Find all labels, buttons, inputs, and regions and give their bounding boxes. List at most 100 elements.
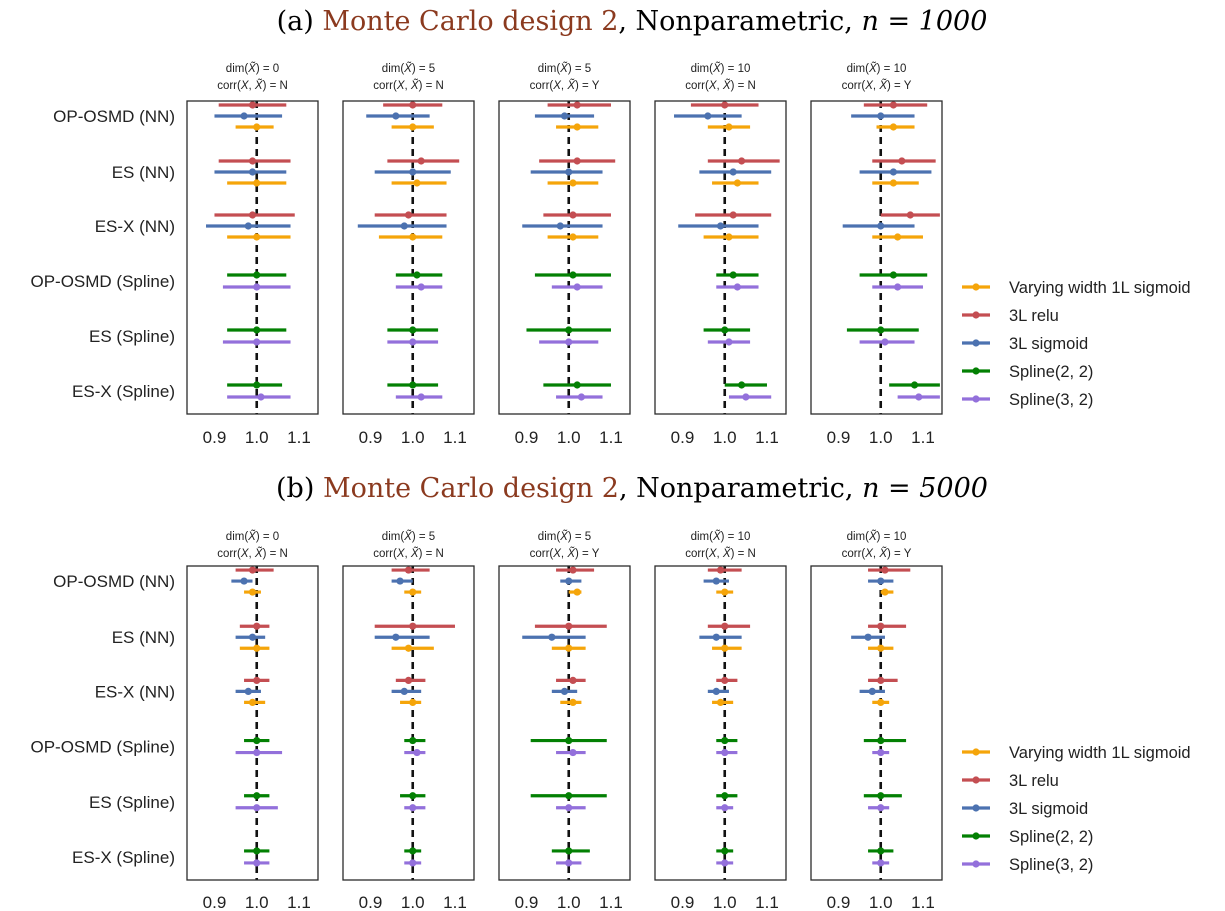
- legend-label: Varying width 1L sigmoid: [1009, 279, 1191, 297]
- point-estimate-spline_3_2: [569, 748, 577, 757]
- y-tick-label: ES-X (NN): [95, 682, 175, 701]
- panel-plot-area: [674, 101, 780, 414]
- panel-frame: [654, 565, 787, 881]
- point-estimate-3l_sigmoid: [877, 577, 885, 585]
- x-tick-label: 1.1: [287, 428, 311, 447]
- point-estimate-spline_3_2: [915, 393, 923, 401]
- x-tick-label: 1.0: [869, 893, 893, 911]
- point-estimate-spline_2_2: [721, 736, 729, 745]
- point-estimate-varying_width_1l_sigmoid: [725, 123, 733, 131]
- panel-plot-area: [522, 566, 607, 880]
- x-tick-label: 0.9: [671, 428, 695, 447]
- x-tick-label: 1.1: [911, 893, 935, 911]
- panel: dim(X̃) = 10 corr(X, X̃) = N 0.9 1.0 1.1: [654, 530, 787, 911]
- point-estimate-3l_sigmoid: [240, 577, 248, 585]
- point-estimate-spline_2_2: [253, 271, 261, 279]
- point-estimate-varying_width_1l_sigmoid: [248, 698, 257, 706]
- point-estimate-3l_relu: [569, 676, 577, 684]
- point-estimate-varying_width_1l_sigmoid: [253, 233, 261, 241]
- legend-label: Spline(2, 2): [1009, 363, 1093, 381]
- point-estimate-3l_sigmoid: [712, 577, 720, 585]
- panel-corr-label: corr(X, X̃) = N: [373, 79, 444, 92]
- point-estimate-spline_2_2: [877, 326, 885, 334]
- point-estimate-spline_3_2: [253, 804, 261, 812]
- point-estimate-3l_sigmoid: [244, 687, 252, 695]
- point-estimate-spline_3_2: [565, 859, 573, 867]
- point-estimate-3l_relu: [889, 101, 898, 109]
- point-estimate-spline_2_2: [565, 326, 573, 334]
- panel-corr-label: corr(X, X̃) = N: [373, 547, 444, 560]
- point-estimate-3l_relu: [721, 622, 729, 630]
- point-estimate-3l_relu: [417, 157, 425, 165]
- point-estimate-spline_3_2: [725, 338, 733, 346]
- point-estimate-spline_3_2: [253, 859, 261, 867]
- point-estimate-3l_relu: [248, 157, 257, 165]
- x-tick-label: 1.0: [401, 893, 425, 911]
- point-estimate-spline_2_2: [409, 326, 417, 334]
- point-estimate-spline_2_2: [253, 847, 261, 855]
- point-estimate-varying_width_1l_sigmoid: [409, 588, 417, 596]
- point-estimate-3l_relu: [721, 676, 729, 684]
- panel-corr-label: corr(X, X̃) = Y: [842, 547, 912, 560]
- point-estimate-varying_width_1l_sigmoid: [733, 179, 742, 187]
- y-tick-label: OP-OSMD (Spline): [30, 738, 175, 757]
- point-estimate-varying_width_1l_sigmoid: [721, 644, 729, 652]
- point-estimate-spline_2_2: [565, 847, 573, 855]
- y-tick-label: OP-OSMD (Spline): [30, 272, 175, 291]
- legend-label: Spline(3, 2): [1009, 391, 1093, 409]
- panel-plot-area: [851, 566, 911, 880]
- panel: dim(X̃) = 10 corr(X, X̃) = Y 0.9 1.0 1.1: [810, 530, 943, 911]
- x-tick-label: 1.0: [713, 893, 737, 911]
- y-tick-label: ES-X (Spline): [72, 382, 175, 401]
- point-estimate-spline_3_2: [742, 393, 750, 401]
- chart-title: (a) Monte Carlo design 2, Nonparametric,…: [277, 6, 988, 37]
- point-estimate-3l_relu: [409, 101, 417, 109]
- panel-dim-label: dim(X̃) = 10: [691, 530, 751, 543]
- point-estimate-spline_3_2: [565, 804, 573, 812]
- panel-plot-area: [699, 566, 751, 880]
- point-estimate-3l_sigmoid: [400, 687, 408, 695]
- chart-section-a: (a) Monte Carlo design 2, Nonparametric,…: [30, 6, 1190, 447]
- point-estimate-spline_2_2: [910, 381, 919, 389]
- x-tick-label: 1.1: [599, 893, 623, 911]
- point-estimate-varying_width_1l_sigmoid: [877, 644, 885, 652]
- point-estimate-varying_width_1l_sigmoid: [877, 698, 885, 706]
- point-estimate-varying_width_1l_sigmoid: [716, 698, 725, 706]
- point-estimate-spline_2_2: [877, 792, 885, 800]
- chart-section-b: (b) Monte Carlo design 2, Nonparametric,…: [30, 473, 1190, 911]
- legend-label: 3L relu: [1009, 307, 1059, 325]
- panel-corr-label: corr(X, X̃) = N: [217, 547, 288, 560]
- point-estimate-3l_relu: [877, 676, 885, 684]
- point-estimate-spline_2_2: [877, 736, 885, 745]
- point-estimate-spline_3_2: [409, 338, 417, 346]
- panel-dim-label: dim(X̃) = 5: [538, 62, 591, 75]
- panel-dim-label: dim(X̃) = 10: [691, 62, 751, 75]
- point-estimate-spline_3_2: [413, 748, 421, 757]
- point-estimate-spline_3_2: [257, 393, 265, 401]
- panel-corr-label: corr(X, X̃) = Y: [842, 79, 912, 92]
- point-estimate-3l_sigmoid: [877, 222, 885, 230]
- point-estimate-varying_width_1l_sigmoid: [253, 179, 261, 187]
- panel: dim(X̃) = 10 corr(X, X̃) = Y 0.9 1.0 1.1: [810, 62, 943, 447]
- legend-label: 3L sigmoid: [1009, 335, 1088, 353]
- x-tick-label: 1.0: [557, 428, 581, 447]
- point-estimate-varying_width_1l_sigmoid: [248, 588, 257, 596]
- point-estimate-3l_sigmoid: [400, 222, 408, 230]
- point-estimate-spline_3_2: [253, 283, 261, 291]
- x-tick-label: 1.0: [245, 893, 269, 911]
- point-estimate-varying_width_1l_sigmoid: [409, 698, 417, 706]
- x-tick-label: 0.9: [515, 893, 539, 911]
- point-estimate-spline_3_2: [877, 859, 885, 867]
- x-tick-label: 0.9: [359, 428, 383, 447]
- point-estimate-3l_sigmoid: [868, 687, 876, 695]
- point-estimate-3l_relu: [404, 676, 413, 684]
- point-estimate-spline_2_2: [738, 381, 746, 389]
- panel-frame: [498, 100, 631, 415]
- point-estimate-3l_sigmoid: [244, 222, 252, 230]
- point-estimate-spline_2_2: [253, 381, 261, 389]
- legend-marker-3l_relu: [972, 311, 980, 319]
- x-tick-label: 0.9: [827, 428, 851, 447]
- x-tick-label: 1.1: [287, 893, 311, 911]
- point-estimate-varying_width_1l_sigmoid: [569, 179, 577, 187]
- point-estimate-spline_2_2: [877, 847, 885, 855]
